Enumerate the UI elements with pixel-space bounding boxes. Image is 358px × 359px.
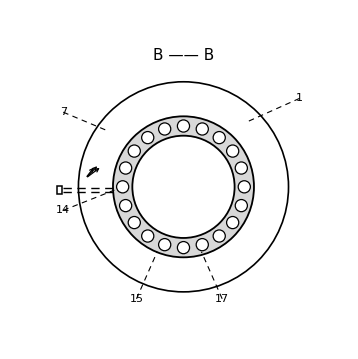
Circle shape [159,123,171,135]
Circle shape [213,131,225,144]
Text: 7: 7 [60,107,67,117]
Circle shape [120,162,132,174]
Circle shape [142,131,154,144]
Text: 17: 17 [215,294,229,304]
Text: 15: 15 [130,294,144,304]
Text: B —— B: B —— B [153,48,214,63]
Circle shape [120,200,132,212]
Circle shape [178,120,189,132]
Circle shape [196,239,208,251]
Circle shape [235,200,247,212]
Bar [57,186,62,194]
Circle shape [178,242,189,254]
Circle shape [238,181,250,193]
Circle shape [128,216,140,229]
Circle shape [196,123,208,135]
Circle shape [117,181,129,193]
Circle shape [227,216,239,229]
Circle shape [128,145,140,157]
Text: 1: 1 [296,93,303,103]
Circle shape [213,230,225,242]
Circle shape [227,145,239,157]
Circle shape [235,162,247,174]
Circle shape [142,230,154,242]
Text: 14: 14 [56,205,70,215]
Circle shape [159,239,171,251]
